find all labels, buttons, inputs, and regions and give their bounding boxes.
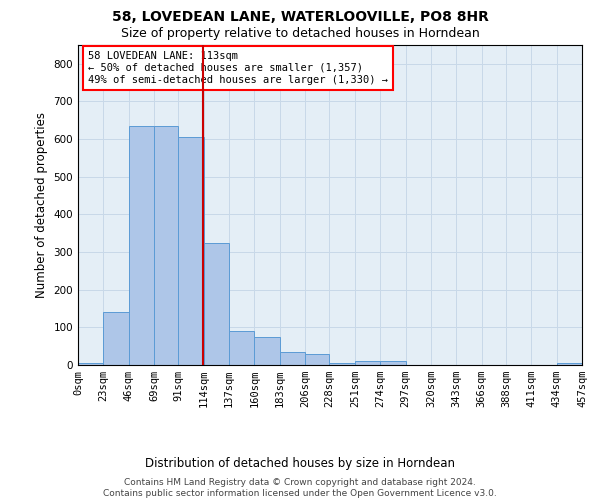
Bar bbox=[229, 331, 254, 365]
Bar bbox=[78, 363, 103, 365]
Text: Size of property relative to detached houses in Horndean: Size of property relative to detached ho… bbox=[121, 28, 479, 40]
Text: 58 LOVEDEAN LANE: 113sqm
← 50% of detached houses are smaller (1,357)
49% of sem: 58 LOVEDEAN LANE: 113sqm ← 50% of detach… bbox=[88, 52, 388, 84]
Bar bbox=[305, 354, 329, 365]
Bar bbox=[280, 352, 305, 365]
Bar bbox=[355, 361, 380, 365]
Bar bbox=[154, 126, 178, 365]
Bar bbox=[103, 312, 129, 365]
Bar bbox=[204, 242, 229, 365]
Y-axis label: Number of detached properties: Number of detached properties bbox=[35, 112, 48, 298]
Text: 58, LOVEDEAN LANE, WATERLOOVILLE, PO8 8HR: 58, LOVEDEAN LANE, WATERLOOVILLE, PO8 8H… bbox=[112, 10, 488, 24]
Bar bbox=[178, 137, 204, 365]
Bar bbox=[254, 337, 280, 365]
Bar bbox=[129, 126, 154, 365]
Bar bbox=[557, 363, 582, 365]
Text: Distribution of detached houses by size in Horndean: Distribution of detached houses by size … bbox=[145, 458, 455, 470]
Bar bbox=[380, 361, 406, 365]
Bar bbox=[329, 363, 355, 365]
Text: Contains HM Land Registry data © Crown copyright and database right 2024.
Contai: Contains HM Land Registry data © Crown c… bbox=[103, 478, 497, 498]
